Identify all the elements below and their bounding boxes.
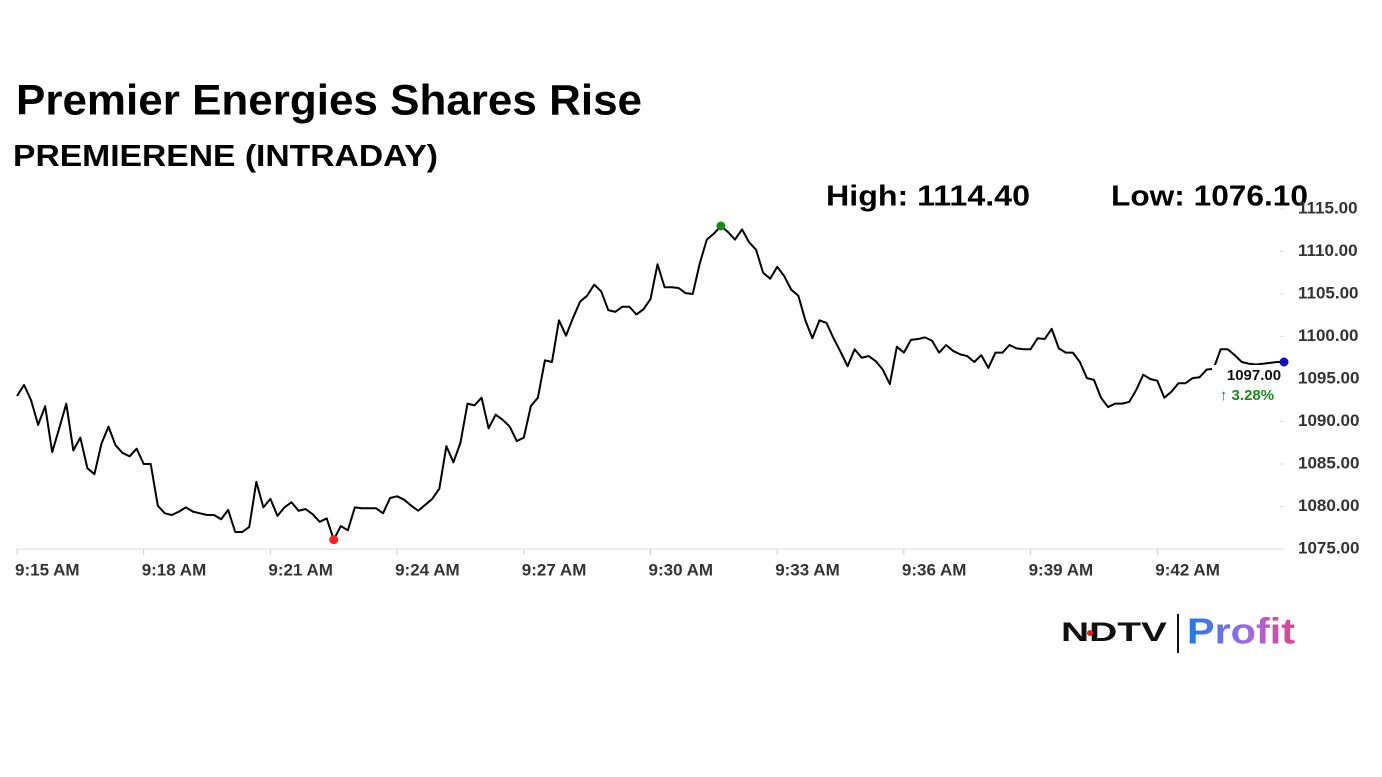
chart-title: Premier Energies Shares Rise: [16, 76, 642, 124]
x-tick-label: 9:18 AM: [142, 560, 207, 579]
x-tick-label: 9:30 AM: [649, 560, 714, 579]
y-tick-label: 1085.00: [1298, 453, 1359, 472]
chart-subtitle: PREMIERENE (INTRADAY): [13, 138, 438, 173]
high-label: High: 1114.40: [826, 181, 1030, 213]
last-label-box: [1212, 365, 1284, 409]
brand-product: Profit: [1187, 611, 1295, 652]
plot-area: 1075.00 1080.00 1085.00 1090.00 1095.00 1100.…: [15, 198, 1359, 579]
x-tick-label: 9:15 AM: [15, 560, 80, 579]
y-tick-label: 1090.00: [1298, 411, 1359, 430]
x-tick-label: 9:36 AM: [902, 560, 967, 579]
low-marker: [329, 535, 339, 545]
low-label: Low: 1076.10: [1111, 181, 1308, 213]
x-tick-label: 9:21 AM: [268, 560, 333, 579]
x-tick-label: 9:39 AM: [1029, 560, 1094, 579]
x-tick-label: 9:24 AM: [395, 560, 460, 579]
change-label: ↑ 3.28%: [1220, 387, 1274, 404]
y-tick-label: 1095.00: [1298, 368, 1359, 387]
y-tick-label: 1105.00: [1298, 283, 1359, 302]
x-tick-label: 9:33 AM: [775, 560, 840, 579]
y-tick-label: 1080.00: [1298, 496, 1359, 515]
y-tick-label: 1100.00: [1298, 326, 1359, 345]
high-marker: [716, 221, 726, 231]
x-tick-label: 9:27 AM: [522, 560, 587, 579]
brand-dot: [1087, 630, 1093, 636]
brand-logo: NDTV Profit: [1061, 611, 1295, 653]
y-tick-label: 1110.00: [1298, 241, 1358, 260]
y-tick-label: 1115.00: [1298, 198, 1358, 217]
price-line: [16, 225, 1284, 541]
y-tick-label: 1075.00: [1298, 538, 1359, 557]
last-label: 1097.00: [1227, 367, 1281, 384]
brand-name: NDTV: [1061, 617, 1167, 647]
x-tick-label: 9:42 AM: [1155, 560, 1220, 579]
last-marker: [1279, 357, 1289, 367]
